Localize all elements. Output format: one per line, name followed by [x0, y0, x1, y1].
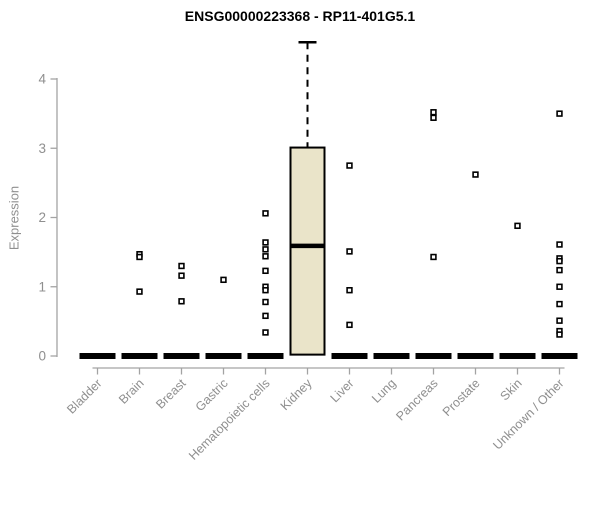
x-tick-label-skin: Skin — [498, 376, 525, 403]
x-tick-label-bladder: Bladder — [64, 376, 104, 416]
outlier-point-pancreas — [430, 109, 437, 116]
x-tick-label-liver: Liver — [328, 376, 357, 405]
outlier-point-breast — [178, 298, 185, 305]
outlier-point-hematopoietic-cells — [262, 329, 269, 336]
y-tick-label: 3 — [38, 141, 46, 156]
x-tick-label-kidney: Kidney — [278, 376, 315, 413]
x-tick-label-pancreas: Pancreas — [393, 376, 440, 423]
outlier-point-unknown-other — [556, 283, 563, 290]
outlier-point-pancreas — [430, 114, 437, 121]
collapsed-box-lung — [373, 353, 410, 359]
outlier-point-hematopoietic-cells — [262, 298, 269, 306]
collapsed-box-hematopoietic-cells — [247, 353, 284, 359]
x-tick-label-unknown-other: Unknown / Other — [490, 376, 566, 452]
outlier-point-liver — [346, 162, 353, 169]
box-kidney — [289, 146, 326, 356]
outlier-point-breast — [178, 272, 185, 279]
collapsed-box-breast — [163, 353, 200, 359]
outlier-point-hematopoietic-cells — [262, 267, 269, 275]
outlier-point-unknown-other — [556, 266, 563, 274]
collapsed-box-liver — [331, 353, 368, 359]
collapsed-box-unknown-other — [541, 353, 578, 359]
collapsed-box-skin — [499, 353, 536, 359]
outlier-point-gastric — [220, 276, 227, 284]
outlier-point-hematopoietic-cells — [262, 287, 269, 294]
outlier-point-unknown-other — [556, 241, 563, 248]
outlier-point-liver — [346, 321, 353, 329]
y-tick-label: 0 — [38, 349, 46, 364]
outlier-point-unknown-other — [556, 110, 563, 117]
collapsed-box-bladder — [79, 353, 116, 359]
x-tick-label-breast: Breast — [153, 376, 189, 412]
x-tick-label-lung: Lung — [369, 376, 399, 406]
y-tick-label: 1 — [38, 279, 46, 294]
x-tick-label-prostate: Prostate — [440, 376, 483, 419]
y-tick-label: 2 — [38, 210, 46, 225]
collapsed-box-gastric — [205, 353, 242, 359]
y-axis-label: Expression — [6, 185, 22, 251]
outlier-point-brain — [136, 253, 143, 261]
collapsed-box-brain — [121, 353, 158, 359]
outlier-point-unknown-other — [556, 300, 563, 308]
collapsed-box-pancreas — [415, 353, 452, 359]
x-tick-label-brain: Brain — [116, 376, 147, 407]
outlier-point-liver — [346, 248, 353, 255]
outlier-point-skin — [514, 222, 521, 230]
outlier-point-hematopoietic-cells — [262, 210, 269, 217]
outlier-point-unknown-other — [556, 317, 563, 324]
outlier-point-breast — [178, 262, 185, 270]
outlier-point-hematopoietic-cells — [262, 312, 269, 320]
y-tick-label: 4 — [38, 72, 46, 87]
outlier-point-pancreas — [430, 253, 437, 261]
outlier-point-unknown-other — [556, 331, 563, 338]
x-tick-label-hematopoietic-cells: Hematopoietic cells — [186, 376, 273, 463]
outlier-point-liver — [346, 287, 353, 294]
outlier-point-hematopoietic-cells — [262, 253, 269, 260]
outlier-point-hematopoietic-cells — [262, 239, 269, 246]
outlier-point-prostate — [472, 171, 479, 178]
collapsed-box-prostate — [457, 353, 494, 359]
outlier-point-hematopoietic-cells — [262, 246, 269, 253]
outlier-point-unknown-other — [556, 257, 563, 265]
x-tick-label-gastric: Gastric — [193, 376, 231, 414]
chart-title: ENSG00000223368 - RP11-401G5.1 — [184, 8, 416, 24]
outlier-point-brain — [136, 288, 143, 295]
